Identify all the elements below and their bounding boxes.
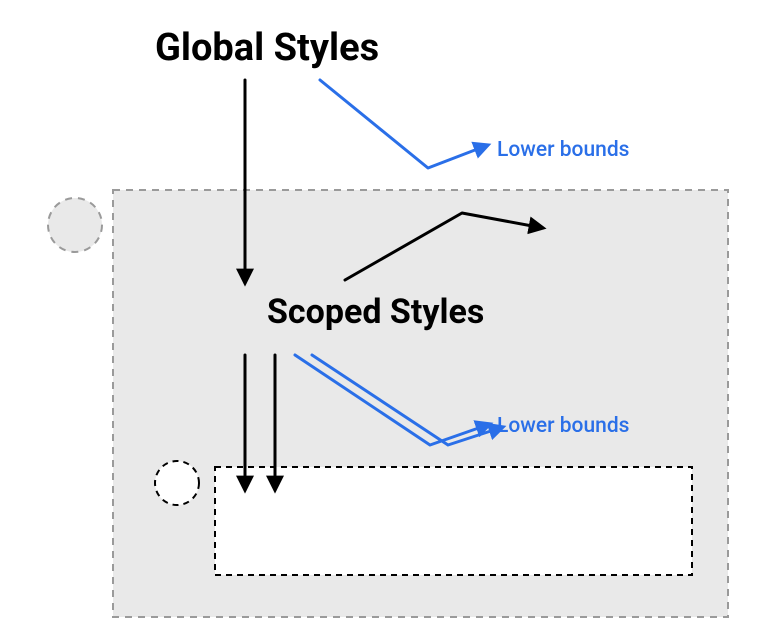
global-styles: Global Styles <box>155 26 379 70</box>
lower-bounds-2: Lower bounds <box>497 414 629 438</box>
lower-bounds-1: Lower bounds <box>497 138 629 162</box>
scoped-styles: Scoped Styles <box>267 292 484 332</box>
arrow-global-to-lb1 <box>320 80 488 168</box>
diagram-canvas: Global Styles Scoped Styles Lower bounds Lo… <box>0 0 759 636</box>
inner-circle <box>155 461 199 505</box>
inner-box <box>215 467 692 575</box>
outer-circle <box>48 198 102 252</box>
